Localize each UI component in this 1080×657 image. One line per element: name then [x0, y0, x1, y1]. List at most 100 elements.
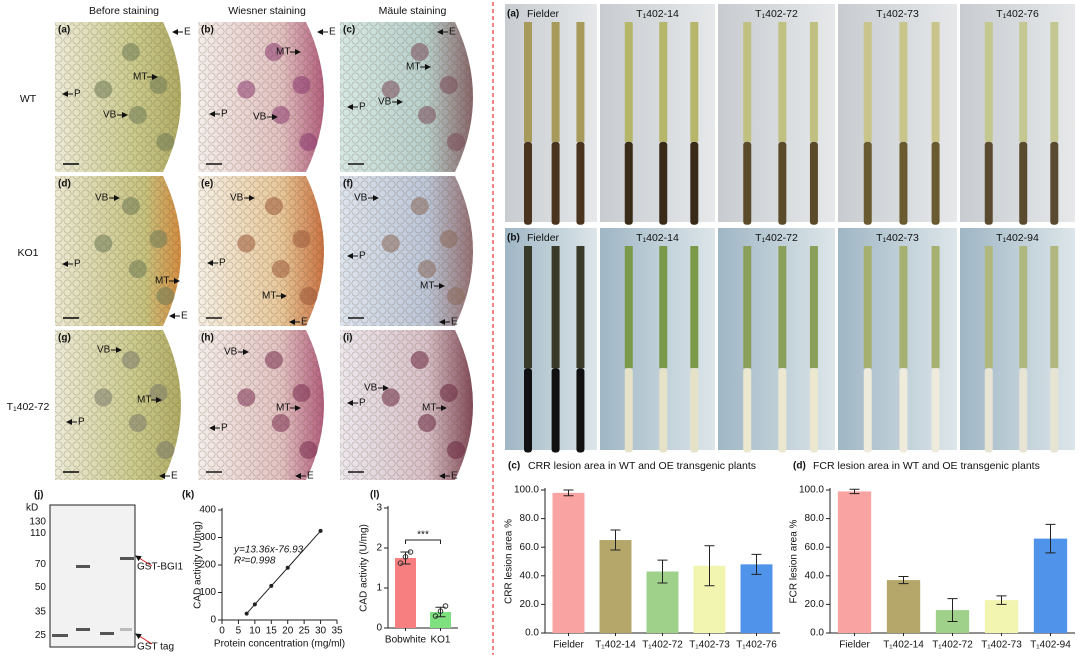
- stem-edge: [306, 176, 336, 326]
- stem: [524, 246, 532, 369]
- stem-base: [1019, 141, 1028, 225]
- stem-base: [576, 368, 585, 453]
- chart-title: FCR lesion area in WT and OE transgenic …: [813, 460, 1040, 472]
- y-axis-label: FCR lesion area %: [789, 519, 800, 603]
- stem: [984, 22, 993, 142]
- stem: [931, 22, 940, 142]
- annotation: E: [307, 471, 314, 482]
- stem: [809, 246, 818, 369]
- annotation: VB: [253, 112, 267, 123]
- photo-label: Fielder: [527, 8, 560, 20]
- marker-label: 35: [35, 607, 47, 618]
- vascular-bundle: [447, 133, 465, 151]
- x-tick-label: 0: [219, 626, 225, 637]
- photo-label: Fielder: [527, 232, 560, 244]
- vascular-bundle: [128, 414, 147, 432]
- stem-base: [809, 368, 818, 453]
- point: [252, 602, 257, 607]
- stem-base: [659, 141, 668, 225]
- stem-base: [624, 141, 633, 225]
- error-bar: [563, 489, 574, 497]
- y-tick-label: 80.0: [520, 513, 540, 524]
- y-tick-label: 0: [376, 623, 382, 634]
- gel-band: [76, 628, 90, 631]
- y-tick-label: 40.0: [520, 570, 540, 581]
- y-tick-label: 20.0: [520, 599, 540, 610]
- photo-label: T₁402-76: [996, 8, 1039, 20]
- band-label: GST-BGI1: [137, 562, 184, 573]
- vascular-bundle: [237, 388, 256, 407]
- vascular-bundle: [299, 441, 318, 459]
- vascular-bundle: [156, 133, 175, 151]
- x-tick-label: 25: [299, 626, 311, 637]
- annotation: P: [78, 417, 85, 428]
- stem: [551, 22, 560, 142]
- vascular-bundle: [410, 43, 429, 61]
- vascular-bundle: [271, 106, 290, 124]
- point: [432, 613, 439, 619]
- panel-label: (f): [343, 179, 353, 190]
- stem-base: [659, 368, 668, 453]
- gel-band: [100, 632, 114, 635]
- vascular-bundle: [439, 384, 458, 402]
- annotation: ***: [417, 530, 429, 541]
- photo-label: T₁402-14: [636, 232, 679, 244]
- stem-edge: [306, 330, 336, 480]
- annotation: VB: [95, 193, 109, 204]
- stem: [1019, 22, 1028, 142]
- y-tick-label: 0.0: [810, 628, 824, 639]
- annotation: P: [221, 109, 228, 120]
- stem-base: [743, 368, 752, 453]
- annotation: MT: [262, 291, 276, 302]
- y-tick-label: 80.0: [805, 513, 825, 524]
- vascular-bundle: [418, 414, 436, 432]
- stem-base: [524, 368, 532, 453]
- vascular-bundle: [271, 260, 290, 278]
- y-tick-label: 1: [376, 583, 382, 594]
- error-bar: [1045, 523, 1056, 554]
- x-tick-label: 30: [315, 626, 327, 637]
- stem: [743, 246, 752, 369]
- annotation: P: [219, 258, 226, 269]
- stem-base: [1050, 141, 1059, 225]
- stem: [863, 22, 872, 142]
- y-tick-label: 20.0: [805, 599, 825, 610]
- x-tick-label: T₁402-72: [642, 640, 683, 651]
- stem: [576, 246, 585, 369]
- y-tick-label: 40.0: [805, 570, 825, 581]
- gel: [49, 504, 136, 648]
- annotation: VB: [378, 97, 392, 108]
- gel-band: [52, 634, 68, 637]
- vascular-bundle: [264, 197, 283, 215]
- panel-label: (d): [793, 461, 806, 472]
- bar: [1033, 538, 1068, 633]
- column-header: Wiesner staining: [228, 5, 306, 17]
- annotation: VB: [364, 383, 378, 394]
- annotation: MT: [137, 395, 151, 406]
- x-tick-label: T₁402-14: [883, 640, 924, 651]
- bar: [599, 540, 632, 633]
- stem-edge: [455, 22, 485, 172]
- point: [269, 583, 274, 588]
- stem: [690, 246, 699, 369]
- stem: [659, 246, 668, 369]
- vascular-bundle: [149, 230, 168, 248]
- vascular-bundle: [264, 351, 283, 369]
- vascular-bundle: [237, 80, 256, 99]
- bar: [740, 564, 773, 633]
- annotation: R²=0.998: [234, 556, 276, 567]
- y-tick-label: 60.0: [520, 542, 540, 553]
- panel-label: (h): [201, 333, 214, 344]
- error-bar: [657, 559, 668, 584]
- stem-base: [863, 368, 872, 453]
- bar: [395, 558, 416, 628]
- content: Before staining Wiesner staining Mäule sta…: [7, 4, 1075, 653]
- panel-label: (l): [370, 490, 379, 501]
- cell-texture: [340, 22, 485, 172]
- x-axis-label: Protein concentration (mg/ml): [214, 639, 345, 650]
- annotation: VB: [224, 347, 238, 358]
- stem: [624, 246, 633, 369]
- row-label: T₁402-72: [7, 401, 50, 413]
- stem-base: [1019, 368, 1028, 453]
- band-label: GST tag: [137, 642, 174, 653]
